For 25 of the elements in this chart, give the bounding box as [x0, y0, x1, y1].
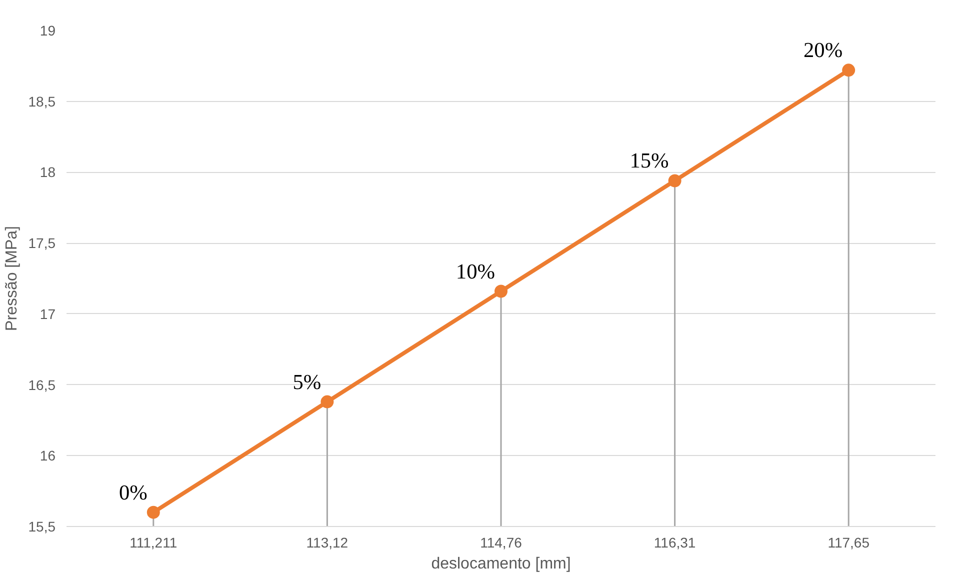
y-tick-label: 16,5: [28, 376, 56, 393]
annotation: 15%: [630, 148, 670, 173]
y-tick-label: 18,5: [28, 93, 56, 110]
y-tick-label: 19: [40, 22, 56, 38]
y-tick-label: 18: [40, 164, 56, 180]
point: [842, 64, 856, 77]
y-tick-label: 17,5: [28, 235, 56, 252]
x-tick-label: 116,31: [654, 534, 696, 550]
x-tick-label: 114,76: [480, 534, 522, 550]
x-tick-label: 111,211: [130, 534, 178, 550]
point: [494, 284, 508, 298]
y-tick-label: 16: [40, 448, 56, 464]
y-tick-label: 15,5: [28, 518, 56, 534]
annotation: 10%: [456, 259, 496, 284]
y-axis-title: Pressão [MPa]: [3, 226, 20, 331]
point: [668, 174, 682, 188]
point: [146, 506, 160, 519]
point: [320, 395, 334, 408]
x-axis-title: deslocamento [mm]: [431, 556, 571, 572]
x-tick-label: 113,12: [306, 534, 348, 550]
annotation: 0%: [118, 480, 148, 504]
annotation: 5%: [292, 370, 322, 394]
x-tick-label: 117,65: [828, 534, 870, 550]
annotation: 20%: [804, 38, 843, 62]
y-tick-label: 17: [40, 306, 56, 322]
